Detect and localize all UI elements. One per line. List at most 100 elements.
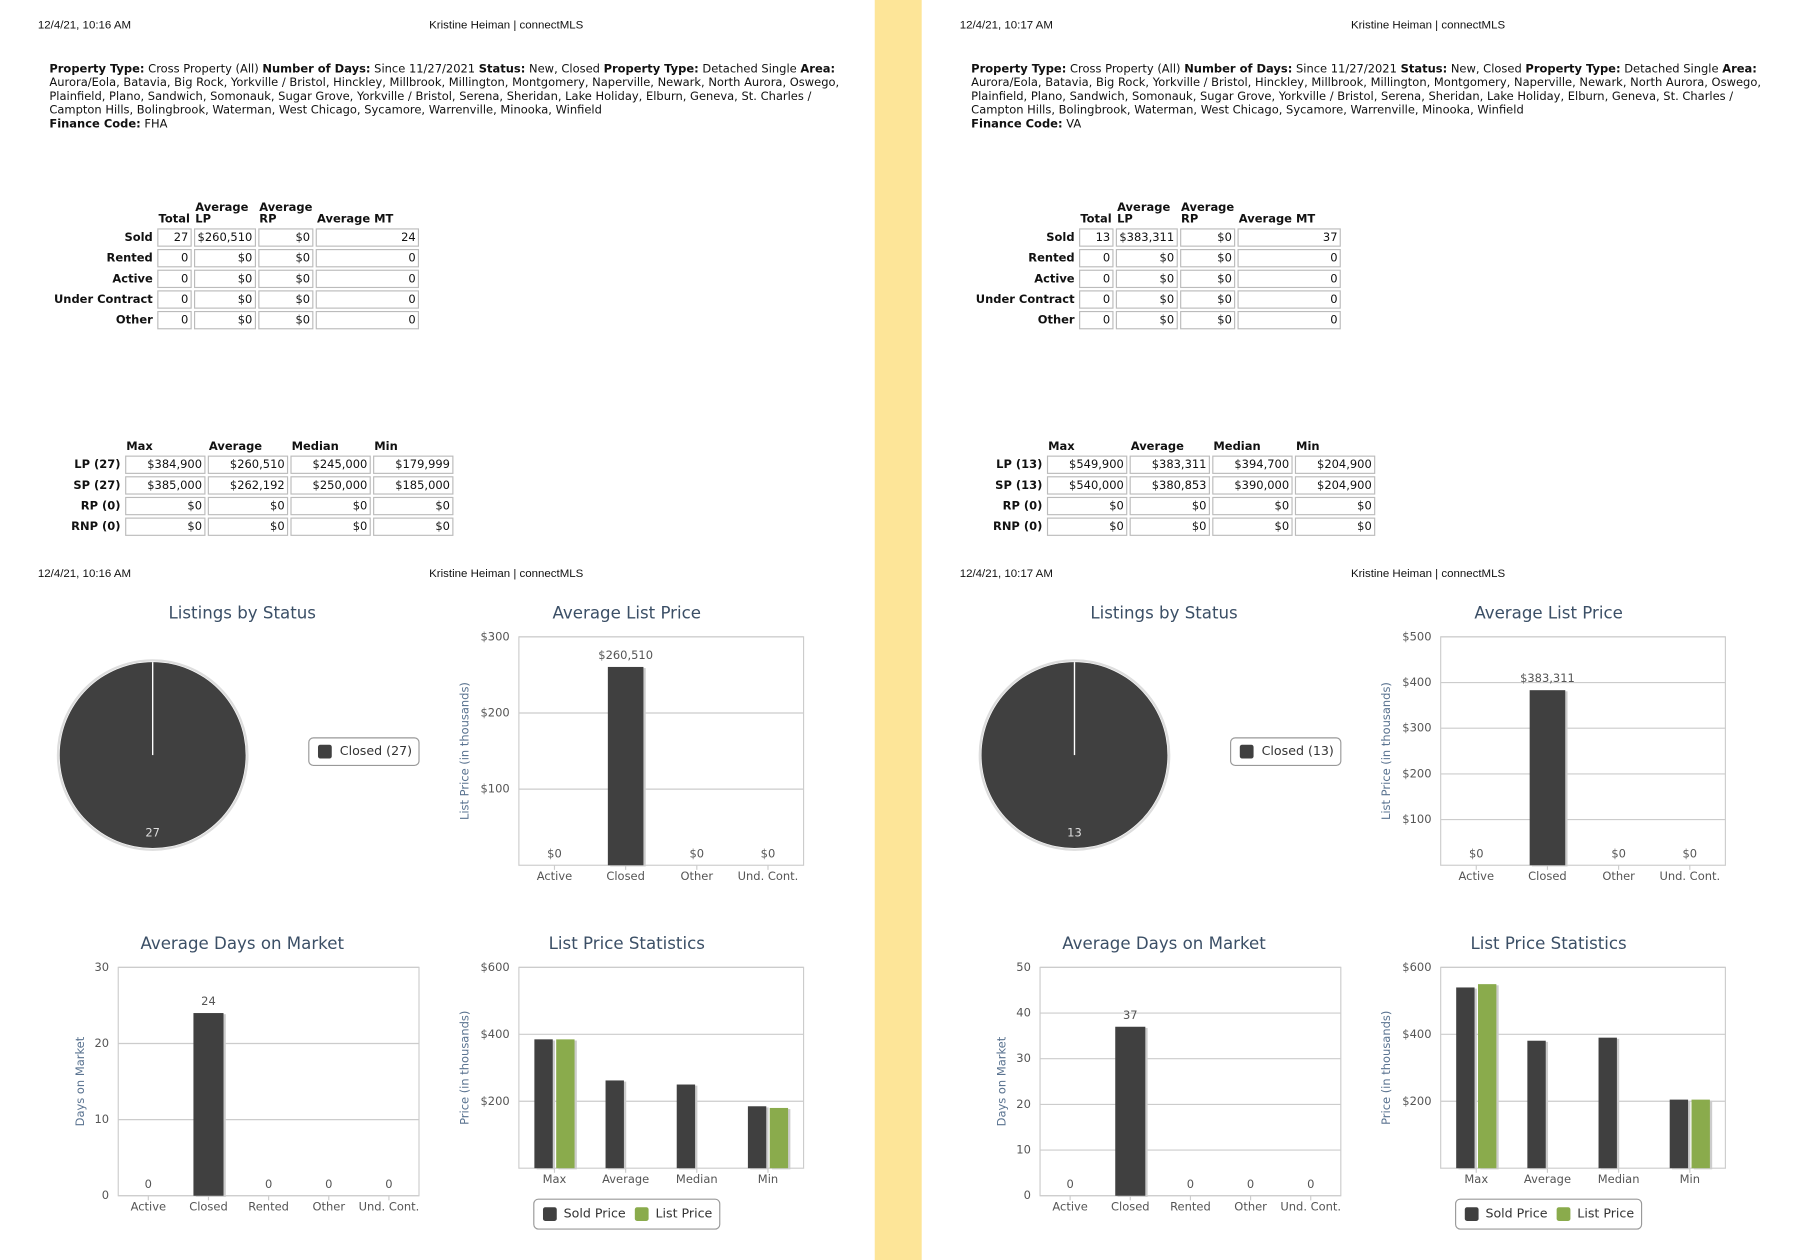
value-cell: 0 — [1079, 290, 1114, 309]
value-cell: $204,900 — [1294, 476, 1376, 495]
row-label: SP (13) — [995, 479, 1043, 492]
criteria-label: Area: — [800, 63, 836, 76]
value-cell: $0 — [1115, 290, 1178, 309]
table-row: RNP (0) $0 $0 $0 $0 — [991, 517, 1376, 536]
bar — [747, 1106, 767, 1169]
x-tick-label: Closed — [1528, 869, 1567, 883]
value-label: 37 — [1123, 1008, 1138, 1022]
value-cell: $0 — [207, 496, 289, 516]
value-cell: $0 — [125, 517, 206, 536]
bar — [534, 1039, 553, 1169]
row-label: LP (27) — [74, 458, 121, 472]
column-header: Average — [1130, 440, 1184, 454]
x-tick-label: Min — [758, 1172, 778, 1186]
page: 12/4/21, 10:17 AM Kristine Heiman | conne… — [921, 0, 1797, 1260]
value-cell: $0 — [290, 517, 371, 536]
value-cell: $260,510 — [194, 228, 256, 247]
column-header: Median — [1213, 440, 1261, 454]
x-tick-label: Median — [676, 1172, 718, 1186]
value-cell: $0 — [1179, 228, 1236, 247]
print-date: 12/4/21, 10:16 AM — [37, 19, 132, 33]
column-header: Total — [1080, 213, 1112, 227]
legend-box — [533, 1198, 721, 1230]
legend-label: List Price — [655, 1206, 712, 1221]
y-axis-title: Days on Market — [73, 1036, 87, 1126]
value-cell: $0 — [258, 269, 314, 289]
bar — [1598, 1037, 1617, 1169]
column-header: Max — [1048, 440, 1075, 454]
y-tick-label: $100 — [1402, 812, 1431, 826]
y-tick-label: $500 — [1402, 629, 1431, 643]
bar — [1669, 1099, 1689, 1169]
print-source: Kristine Heiman | connectMLS — [429, 568, 584, 581]
y-tick-label: $300 — [1402, 721, 1431, 735]
row-label: LP (13) — [996, 458, 1043, 472]
row-label: Rented — [106, 251, 153, 265]
y-tick-label: $600 — [481, 960, 510, 974]
value-label: 0 — [265, 1177, 272, 1191]
value-cell: 0 — [1237, 310, 1341, 330]
table-row: Rented 0 $0 $0 0 — [52, 249, 420, 268]
x-tick-label: Max — [543, 1172, 567, 1186]
value-cell: 0 — [315, 269, 420, 289]
criteria-label: Finance Code: — [971, 118, 1063, 131]
x-tick-label: Max — [1464, 1172, 1488, 1186]
row-label: SP (27) — [73, 479, 121, 492]
value-cell: 0 — [157, 290, 192, 309]
value-label: $0 — [690, 846, 705, 860]
value-label: 24 — [201, 994, 216, 1008]
value-cell: $0 — [1179, 269, 1236, 289]
criteria-value: Cross Property (All) — [1069, 63, 1181, 76]
value-cell: $383,311 — [1129, 455, 1210, 474]
pie-shadow — [56, 659, 249, 851]
bar — [1115, 1026, 1146, 1196]
chart-title: Average Days on Market — [1062, 934, 1266, 953]
row-label: Other — [1037, 313, 1075, 327]
bar — [676, 1084, 696, 1169]
plot-frame — [1039, 966, 1342, 1197]
value-cell: $0 — [207, 517, 289, 536]
y-axis-title: Price (in thousands) — [1379, 1011, 1393, 1125]
legend-label: Sold Price — [564, 1206, 626, 1221]
table-row: LP (27) $384,900 $260,510 $245,000 $179,999 — [69, 455, 454, 474]
bar — [1456, 987, 1475, 1169]
value-cell: $0 — [1115, 269, 1178, 289]
row-label: Under Contract — [53, 293, 153, 306]
value-cell: $0 — [290, 496, 371, 516]
print-date: 12/4/21, 10:17 AM — [959, 568, 1053, 581]
statistics-table: Max Average Median Min LP (27) $384,900 $260,5… — [67, 440, 456, 539]
value-cell: $0 — [194, 249, 256, 268]
legend-box — [308, 737, 420, 766]
value-cell: 24 — [315, 228, 420, 247]
legend-box — [1455, 1198, 1643, 1230]
row-label: Rented — [1028, 251, 1075, 265]
value-cell: $0 — [1179, 310, 1236, 330]
value-cell: $0 — [1212, 496, 1293, 516]
table-row: Active 0 $0 $0 0 — [52, 269, 420, 289]
criteria-value: FHA — [144, 118, 168, 131]
criteria-label: Property Type: — [1525, 63, 1621, 76]
column-header: Average MT — [316, 213, 394, 227]
criteria-label: Area: — [1722, 63, 1757, 76]
value-label: 0 — [385, 1177, 392, 1191]
x-tick-label: Other — [312, 1200, 345, 1214]
criteria-value: New, Closed — [1450, 63, 1522, 76]
x-tick-label: Average — [1524, 1172, 1571, 1186]
value-cell: $0 — [1046, 517, 1128, 536]
value-cell: 0 — [157, 269, 192, 289]
y-tick-label: 20 — [1016, 1097, 1031, 1111]
table-row: RP (0) $0 $0 $0 $0 — [69, 496, 454, 516]
y-tick-label: $200 — [481, 706, 510, 720]
bar — [1527, 1040, 1546, 1169]
slice-label: 27 — [145, 826, 160, 840]
row-label: Active — [1034, 272, 1075, 286]
value-label: $383,311 — [1520, 671, 1575, 685]
criteria-label: Status: — [478, 63, 526, 76]
value-cell: 0 — [1237, 249, 1341, 268]
value-cell: 0 — [1237, 290, 1341, 309]
print-source: Kristine Heiman | connectMLS — [1350, 19, 1506, 33]
value-cell: $0 — [1179, 249, 1236, 268]
table-row: Rented 0 $0 $0 0 — [973, 249, 1341, 268]
table-row: Sold 13 $383,311 $0 37 — [973, 228, 1341, 247]
